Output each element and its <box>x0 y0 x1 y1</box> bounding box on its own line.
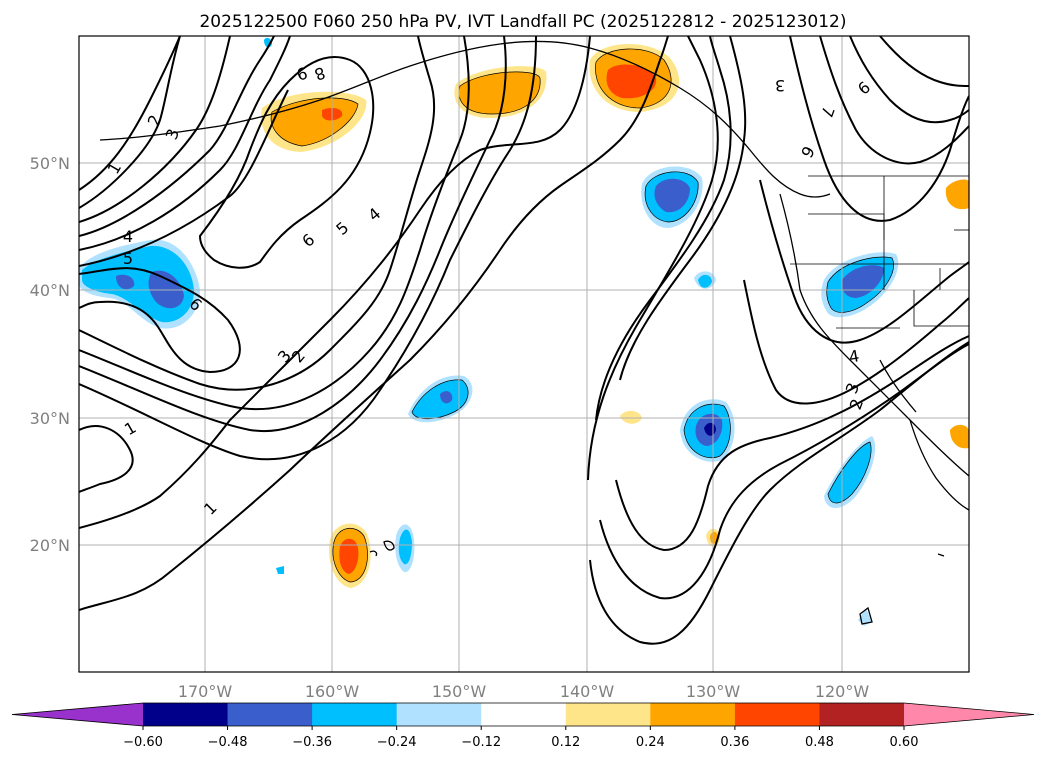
positive-anomaly-interior <box>945 179 969 210</box>
lat-label: 50°N <box>30 154 70 173</box>
colorbar-tick-label: 0.60 <box>890 735 919 750</box>
colorbar-segment <box>312 703 398 726</box>
positive-anomaly-small-1 <box>620 410 642 424</box>
positive-anomaly-baja <box>950 424 969 449</box>
coastlines <box>99 40 969 625</box>
pv-contours <box>79 36 969 645</box>
contour-label: 3 <box>775 76 785 95</box>
colorbar-segment <box>650 703 736 726</box>
lon-label: 170°W <box>178 682 233 701</box>
negative-anomaly-midpacific-core <box>412 379 469 419</box>
map-layers <box>79 36 969 672</box>
colorbar-tick-label: 0.12 <box>551 735 580 750</box>
colorbar-tick-label: −0.24 <box>377 735 417 750</box>
negative-anomaly-dateline-mid <box>116 274 135 290</box>
lon-label: 150°W <box>432 682 487 701</box>
gridlines <box>79 36 969 672</box>
negative-anomaly-tiny-3 <box>276 566 284 574</box>
negative-anomaly-midpacific-mid <box>440 391 453 404</box>
colorbar-segment <box>143 703 229 726</box>
map-frame <box>78 35 970 673</box>
negative-anomaly-dateline-mid-2 <box>148 270 184 309</box>
positive-anomaly-hawaii-max <box>339 538 359 574</box>
state-borders <box>790 175 969 329</box>
negative-anomaly-hawaii-core <box>398 529 412 565</box>
map-panel <box>79 36 969 672</box>
colorbar-tick-label: 0.36 <box>720 735 749 750</box>
negative-anomaly-baja-streak-core <box>828 442 872 503</box>
negative-anomaly-north-mid <box>654 178 690 213</box>
lon-label: 140°W <box>560 682 615 701</box>
positive-anomaly-se-alaska-max <box>606 64 657 99</box>
colorbar: −0.60 −0.48 −0.36 −0.24 −0.12 0.12 0.24 0.36 0.4… <box>11 702 1035 750</box>
lon-label: 120°W <box>815 682 870 701</box>
colorbar-tick-label: −0.48 <box>208 735 248 750</box>
contour-label: 4 <box>847 346 860 366</box>
shading-outlines <box>270 48 894 583</box>
colorbar-extend-max <box>904 703 1034 726</box>
colorbar-segment <box>396 703 482 726</box>
shading-layer <box>79 37 969 626</box>
contour-label: 5 <box>123 249 133 268</box>
positive-anomaly-gulf-core <box>459 71 541 114</box>
latitude-labels: 50°N 40°N 30°N 20°N <box>30 154 70 555</box>
colorbar-tick-label: −0.12 <box>461 735 501 750</box>
colorbar-extend-min <box>12 703 143 726</box>
longitude-labels: 170°W 160°W 150°W 140°W 130°W 120°W <box>178 682 870 701</box>
colorbar-segment <box>227 703 313 726</box>
colorbar-tick-label: 0.24 <box>636 735 665 750</box>
colorbar-tick-label: −0.60 <box>123 735 163 750</box>
colorbar-tick-label: −0.36 <box>292 735 332 750</box>
negative-anomaly-tiny-1-core <box>698 274 712 288</box>
lat-label: 30°N <box>30 409 70 428</box>
lon-label: 160°W <box>305 682 360 701</box>
colorbar-segment <box>734 703 820 726</box>
lat-label: 20°N <box>30 536 70 555</box>
colorbar-segment <box>565 703 651 726</box>
lon-label: 130°W <box>686 682 741 701</box>
figure-title: 2025122500 F060 250 hPa PV, IVT Landfall… <box>199 12 846 32</box>
colorbar-tick-label: 0.48 <box>805 735 834 750</box>
colorbar-segment <box>819 703 905 726</box>
contour-label: 4 <box>123 227 133 246</box>
lat-label: 40°N <box>30 281 70 300</box>
colorbar-segment <box>481 703 567 726</box>
